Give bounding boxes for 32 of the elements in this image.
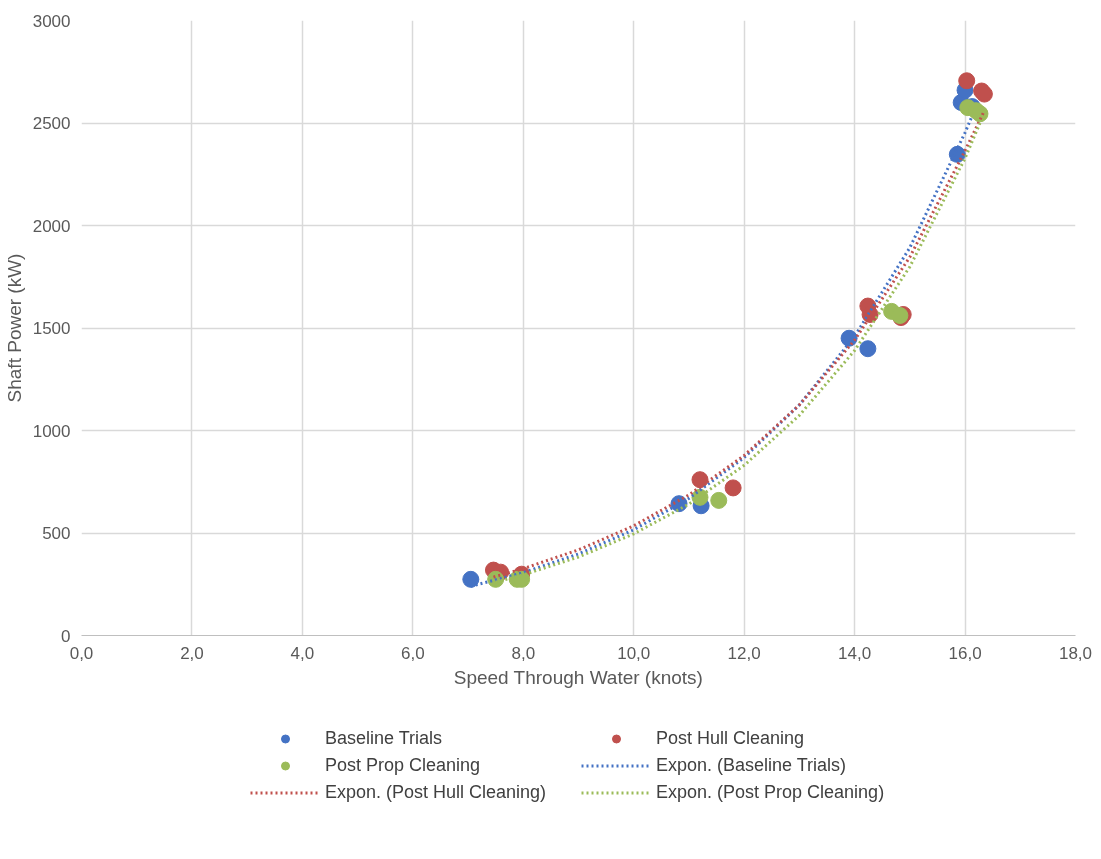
y-tick-label: 3000 <box>32 11 71 31</box>
x-tick-label: 16,0 <box>948 643 982 663</box>
x-tick-label: 6,0 <box>401 643 425 663</box>
legend-label: Expon. (Baseline Trials) <box>656 754 848 776</box>
legend-label: Expon. (Post Hull Cleaning) <box>325 781 548 803</box>
y-tick-label: 2500 <box>32 114 71 133</box>
point <box>859 340 877 358</box>
x-tick-label: 14,0 <box>838 643 872 663</box>
legend-label: Post Prop Cleaning <box>325 754 482 776</box>
x-tick-label: 2,0 <box>180 643 204 663</box>
legend-label: Post Hull Cleaning <box>656 727 806 749</box>
x-tick-label: 4,0 <box>290 643 315 663</box>
point <box>724 479 742 497</box>
point <box>462 570 480 588</box>
x-tick-label: 12,0 <box>727 643 761 663</box>
point <box>958 72 976 90</box>
y-axis-title: Shaft Power (kW) <box>3 253 25 403</box>
x-axis-title: Speed Through Water (knots) <box>453 666 703 688</box>
y-tick-label: 2000 <box>32 216 71 236</box>
legend-label: Expon. (Post Prop Cleaning) <box>656 781 886 803</box>
y-tick-label: 500 <box>42 524 71 543</box>
y-tick-label: 0 <box>61 626 71 646</box>
y-tick-label: 1000 <box>32 421 71 441</box>
point <box>971 105 989 123</box>
x-tick-label: 10,0 <box>617 643 651 663</box>
y-tick-label: 1500 <box>32 319 71 338</box>
point <box>710 491 728 509</box>
x-tick-label: 18,0 <box>1058 643 1093 663</box>
x-tick-label: 0,0 <box>69 643 94 663</box>
legend-label: Baseline Trials <box>325 727 444 749</box>
x-tick-label: 8,0 <box>511 643 536 663</box>
point <box>691 471 709 489</box>
